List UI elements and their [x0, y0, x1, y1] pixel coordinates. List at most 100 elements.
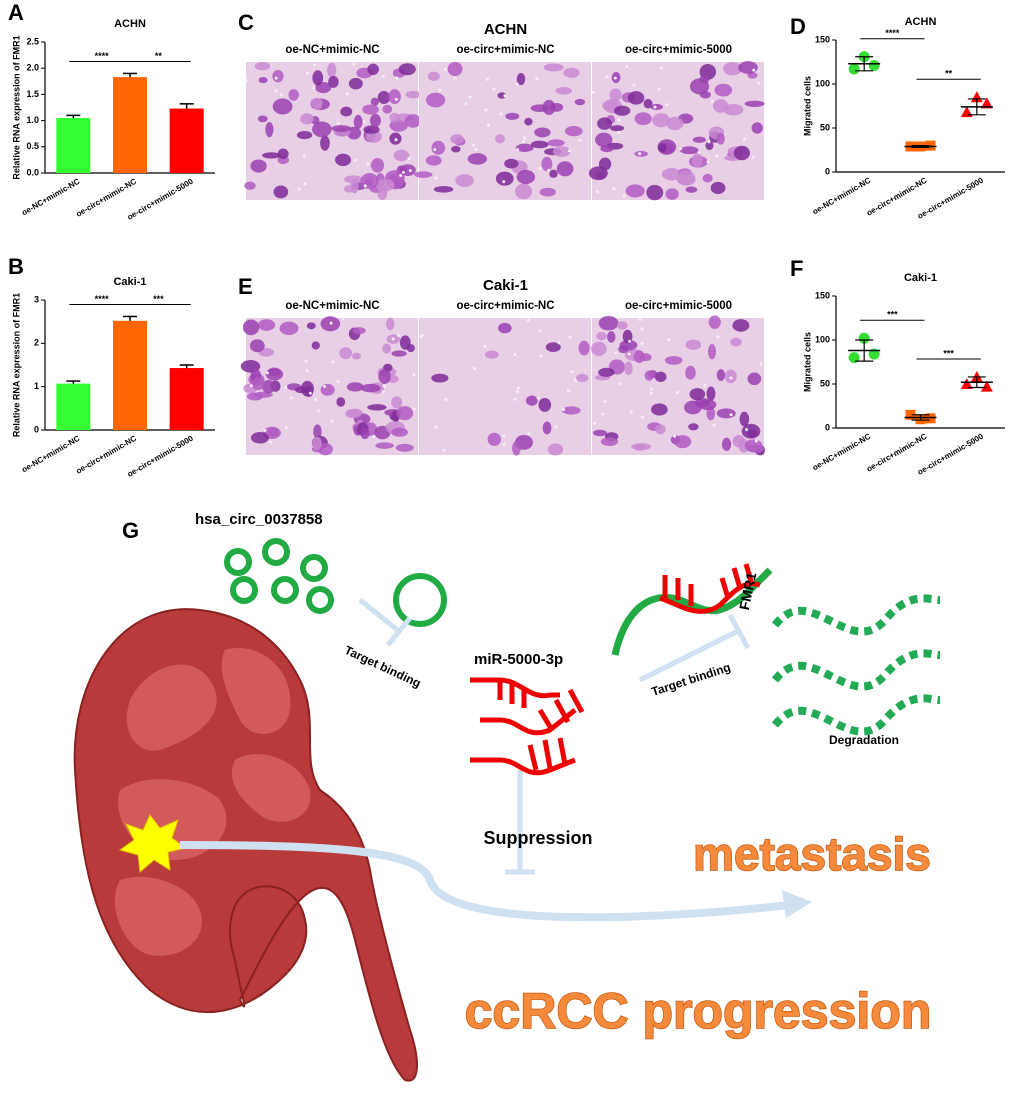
cell	[524, 117, 533, 126]
pore	[412, 407, 416, 411]
y-axis-label: Relative RNA expression of FMR1	[11, 35, 21, 179]
point	[905, 409, 916, 420]
cell	[534, 127, 551, 138]
cell	[498, 322, 512, 334]
pore	[742, 137, 746, 141]
cell	[258, 77, 268, 84]
cell	[367, 404, 387, 411]
bar	[113, 77, 147, 173]
cell	[378, 368, 391, 384]
cell	[265, 368, 284, 381]
pore	[305, 369, 309, 373]
cell	[714, 83, 733, 97]
chart-title: ACHN	[905, 16, 937, 28]
pore	[492, 88, 496, 92]
image-title: Caki-1	[483, 277, 528, 294]
cell	[706, 406, 716, 421]
cell	[643, 98, 653, 109]
cell	[591, 341, 607, 356]
cell	[607, 331, 616, 343]
mrna	[611, 567, 773, 656]
pore	[274, 76, 278, 80]
pore	[625, 64, 629, 68]
cell	[634, 444, 646, 451]
micrograph	[588, 61, 765, 201]
y-tick-label: 2.5	[26, 36, 39, 46]
pore	[330, 419, 334, 423]
cell	[716, 408, 736, 419]
pore	[353, 158, 357, 162]
x-tick-label: oe-NC+mimic-NC	[811, 176, 872, 217]
bar	[56, 117, 91, 173]
pore	[362, 120, 366, 124]
cell	[747, 72, 758, 79]
pore	[444, 67, 448, 71]
pore	[381, 390, 385, 394]
pore	[284, 385, 288, 389]
cell	[327, 62, 337, 78]
point	[960, 106, 973, 118]
cell	[399, 335, 411, 350]
pore	[638, 152, 642, 156]
cell	[257, 115, 268, 123]
pore	[640, 327, 644, 331]
cell	[351, 352, 361, 360]
cell	[414, 171, 433, 178]
pore	[483, 344, 487, 348]
cell	[295, 386, 309, 394]
cell	[549, 169, 558, 178]
pore	[382, 384, 386, 388]
cell	[514, 183, 533, 200]
pore	[515, 82, 519, 86]
cell	[555, 86, 573, 95]
cell	[288, 89, 299, 101]
cell	[484, 350, 499, 359]
pore	[757, 81, 761, 85]
pore	[614, 351, 618, 355]
cell	[369, 113, 381, 128]
y-axis-label: Migrated cells	[802, 332, 812, 392]
cell	[370, 158, 385, 173]
point	[925, 140, 936, 151]
cell	[405, 90, 422, 99]
point	[858, 332, 870, 344]
pore	[313, 397, 317, 401]
cell	[391, 350, 407, 357]
image-label: oe-circ+mimic-5000	[625, 300, 732, 312]
pore	[527, 432, 531, 436]
cell	[395, 443, 414, 452]
pore	[323, 384, 327, 388]
pore	[568, 335, 572, 339]
pore	[399, 173, 403, 177]
pore	[433, 148, 437, 152]
image-label: oe-NC+mimic-NC	[285, 44, 379, 56]
pore	[628, 339, 632, 343]
cell	[504, 158, 519, 169]
cell	[339, 347, 353, 360]
pore	[297, 187, 301, 191]
cell	[707, 343, 717, 360]
cell	[313, 424, 322, 439]
micrograph	[419, 318, 591, 456]
pore	[285, 426, 289, 430]
binding2-label: Target binding	[650, 660, 733, 699]
cell	[597, 117, 613, 130]
pore	[468, 95, 472, 99]
cell	[733, 145, 751, 161]
tumor	[118, 814, 188, 873]
cell	[710, 181, 726, 195]
cell	[360, 173, 379, 189]
pore	[554, 425, 558, 429]
cell	[600, 437, 619, 446]
point	[925, 413, 936, 424]
pore	[573, 378, 577, 382]
cell	[399, 164, 416, 176]
cell	[664, 355, 683, 365]
cell	[273, 185, 289, 199]
cell	[616, 321, 628, 330]
bar	[169, 368, 204, 430]
pore	[394, 138, 398, 142]
metastasis-label: metastasis	[693, 828, 931, 880]
cell	[689, 388, 706, 401]
cell	[272, 69, 284, 83]
